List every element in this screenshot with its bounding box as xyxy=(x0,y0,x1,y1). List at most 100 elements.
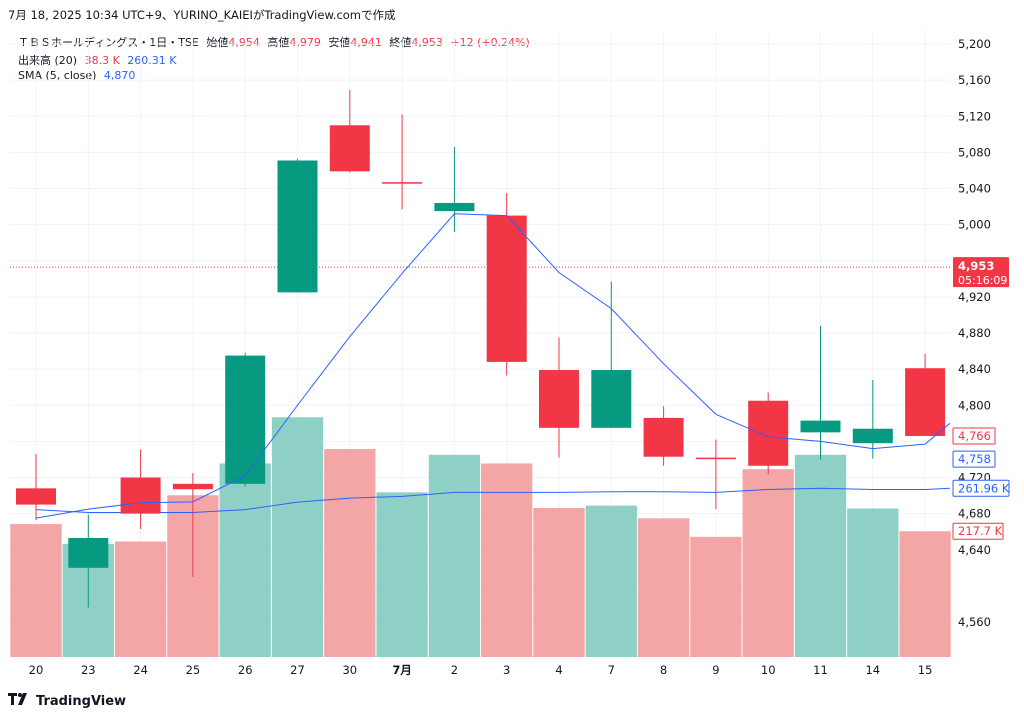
candle-body xyxy=(905,368,946,436)
price-tick-label: 4,920 xyxy=(958,290,991,304)
volume-bar xyxy=(899,531,951,657)
close-value: 4,953 xyxy=(411,36,443,49)
time-tick-label: 23 xyxy=(81,663,96,677)
time-tick-label: 7 xyxy=(608,663,615,677)
chart-caption: 7月 18, 2025 10:34 UTC+9、YURINO_KAIEIがTra… xyxy=(8,8,396,22)
sma-badge: 4,758 xyxy=(958,452,991,466)
low-label: 安値 xyxy=(328,36,351,49)
price-tick-label: 4,560 xyxy=(958,615,991,629)
time-tick-label: 8 xyxy=(660,663,667,677)
volume-bar xyxy=(10,524,62,657)
sma-polyline xyxy=(35,213,951,519)
close-badge-bg xyxy=(952,427,996,445)
volume-bars xyxy=(10,417,951,657)
price-tick-label: 5,080 xyxy=(958,145,991,159)
candle-body xyxy=(695,457,736,460)
price-tick-label: 4,680 xyxy=(958,507,991,521)
time-tick-label: 14 xyxy=(865,663,880,677)
price-chart[interactable]: 20 23 24 25 26 27 30 7月 2 3 4 7 8 9 10 11 14 15 5,2005,16… xyxy=(0,0,1024,690)
volume-bar xyxy=(219,463,271,657)
volume-bar xyxy=(114,541,167,657)
time-tick-label: 27 xyxy=(290,663,305,677)
volume-bar xyxy=(271,417,324,657)
price-tick-label: 4,640 xyxy=(958,543,991,557)
legend-volume-row[interactable]: 出来高 (20) 38.3 K 260.31 K xyxy=(18,52,180,68)
time-tick-label: 3 xyxy=(503,663,510,677)
candle-body xyxy=(486,215,527,362)
candle-body xyxy=(382,182,423,184)
candle-body xyxy=(434,202,475,212)
candle-body xyxy=(172,483,213,490)
candle-body xyxy=(277,160,318,293)
time-tick-label: 11 xyxy=(813,663,828,677)
volume-value: 38.3 K xyxy=(84,54,120,67)
price-tick-label: 5,200 xyxy=(958,37,991,51)
time-axis[interactable]: 20 23 24 25 26 27 30 7月 2 3 4 7 8 9 10 11 14 15 xyxy=(29,663,933,677)
price-axis[interactable]: 5,200 5,160 5,120 5,080 5,040 5,000 4,920 4,880… xyxy=(958,37,991,629)
candle-body xyxy=(539,370,579,428)
current-price-badge-bg xyxy=(953,257,1009,288)
countdown-badge: 05:16:09 xyxy=(958,274,1007,287)
open-value: 4,954 xyxy=(228,36,260,49)
current-price-badge: 4,953 xyxy=(958,259,994,273)
time-tick-label: 2 xyxy=(451,663,458,677)
candle-body xyxy=(748,400,789,466)
time-tick-label: 24 xyxy=(133,663,148,677)
time-tick-label: 7月 xyxy=(392,663,412,677)
price-tick-label: 5,040 xyxy=(958,182,991,196)
volume-bar xyxy=(533,507,585,657)
time-tick-label: 9 xyxy=(712,663,719,677)
time-tick-label: 10 xyxy=(761,663,776,677)
tradingview-logo-icon xyxy=(8,693,30,709)
volume-bar xyxy=(376,492,428,657)
candle-body xyxy=(643,417,684,457)
volume-label[interactable]: 出来高 (20) xyxy=(18,54,78,67)
candle-body xyxy=(800,420,841,433)
symbol-title[interactable]: ＴＢＳホールディングス・1日・TSE xyxy=(18,36,199,49)
volume-bar xyxy=(847,508,899,657)
legend-symbol-row[interactable]: ＴＢＳホールディングス・1日・TSE 始値4,954 高値4,979 安値4,9… xyxy=(18,34,534,50)
volume-bar xyxy=(742,469,794,657)
time-tick-label: 25 xyxy=(186,663,201,677)
price-tick-label: 4,840 xyxy=(958,362,991,376)
close-badge: 4,766 xyxy=(958,429,991,443)
candle-body xyxy=(852,428,893,444)
candle-body xyxy=(225,355,266,484)
time-tick-label: 30 xyxy=(342,663,357,677)
candle-body xyxy=(16,488,56,505)
volume-bar xyxy=(585,505,637,657)
volume-bar xyxy=(690,536,742,657)
price-tick-label: 5,000 xyxy=(958,218,991,232)
candle-body xyxy=(329,125,370,172)
candle-body xyxy=(120,477,161,514)
vol-badge: 217.7 K xyxy=(958,524,1003,538)
volume-bar xyxy=(794,454,847,657)
low-value: 4,941 xyxy=(350,36,382,49)
sma-value: 4,870 xyxy=(103,69,136,82)
sma-label[interactable]: SMA (5, close) xyxy=(18,69,97,82)
candlesticks xyxy=(16,90,946,608)
change-value: +12 (+0.24%) xyxy=(450,36,530,49)
close-label: 終値 xyxy=(389,36,412,49)
vol-ma-badge: 261.96 K xyxy=(958,481,1010,495)
tradingview-footer[interactable]: TradingView xyxy=(8,693,126,709)
price-tick-label: 5,160 xyxy=(958,73,991,87)
vol-badge-bg xyxy=(952,522,1004,540)
tradingview-brand: TradingView xyxy=(36,693,127,709)
sma-badge-bg xyxy=(952,450,996,468)
price-tick-label: 4,880 xyxy=(958,326,991,340)
volume-bar xyxy=(481,463,533,657)
volume-ma-value: 260.31 K xyxy=(127,54,177,67)
time-tick-label: 15 xyxy=(918,663,933,677)
volume-bar xyxy=(428,454,481,657)
candle-body xyxy=(591,370,632,428)
high-label: 高値 xyxy=(267,36,290,49)
time-tick-label: 20 xyxy=(29,663,44,677)
candle-body xyxy=(68,538,109,568)
sma-line xyxy=(35,213,951,519)
price-tick-label: 4,800 xyxy=(958,398,991,412)
legend-sma-row[interactable]: SMA (5, close) 4,870 xyxy=(18,69,139,82)
vol-ma-badge-bg xyxy=(952,479,1010,497)
time-tick-label: 4 xyxy=(555,663,562,677)
